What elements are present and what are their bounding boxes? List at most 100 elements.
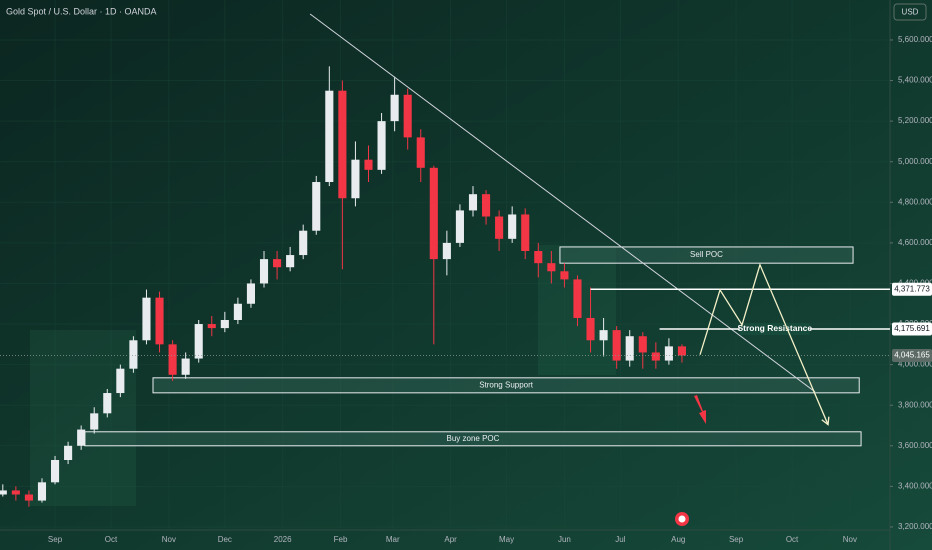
candle-body: [50, 459, 60, 483]
candle-body: [481, 194, 491, 217]
candle-body: [390, 94, 399, 122]
level-text-bg: [739, 322, 810, 335]
candle-body: [312, 182, 321, 231]
last-price-label: 4,045.165: [894, 351, 930, 360]
candle-body: [64, 445, 73, 460]
candle-body: [521, 214, 530, 251]
candle-body: [246, 283, 256, 304]
x-tick-label: Oct: [105, 535, 118, 544]
candle-body: [442, 242, 451, 260]
y-tick-label: 3,600.000: [898, 441, 932, 450]
x-tick-label: Nov: [843, 535, 857, 544]
y-tick-label: 5,200.000: [898, 116, 932, 125]
candle-body: [207, 324, 216, 329]
candle-body: [364, 159, 373, 170]
x-tick-label: Dec: [218, 535, 232, 544]
candle-body: [37, 482, 47, 501]
candle-body: [103, 393, 112, 414]
candle-body: [0, 490, 7, 495]
price-label-box: [892, 322, 932, 336]
x-tick-label: Mar: [386, 535, 400, 544]
candle-body: [599, 330, 608, 341]
candle-body: [638, 336, 647, 353]
red-arrow-shape: [694, 395, 706, 424]
candle-body: [351, 159, 360, 199]
candle-body: [495, 216, 504, 239]
red-arrow: [694, 395, 706, 424]
x-tick-label: Aug: [671, 535, 685, 544]
candle-body: [273, 259, 282, 268]
x-tick-label: Jun: [558, 535, 571, 544]
candle-body: [377, 121, 386, 170]
y-tick-label: 5,600.000: [898, 35, 932, 44]
candle-body: [116, 368, 125, 394]
y-tick-label: 3,200.000: [898, 522, 932, 531]
candle-body: [612, 330, 621, 361]
candle-body: [220, 319, 229, 329]
candle-body: [286, 255, 295, 268]
y-tick-label: 5,000.000: [898, 157, 932, 166]
x-tick-label: 2026: [274, 535, 292, 544]
zone-label: Buy zone POC: [447, 434, 500, 443]
candle-body: [168, 344, 177, 375]
candle-body: [625, 336, 634, 361]
candle-body: [651, 352, 660, 361]
x-tick-label: Sep: [48, 535, 63, 544]
candle-body: [299, 230, 308, 256]
x-tick-label: May: [499, 535, 514, 544]
y-tick-label: 5,400.000: [898, 76, 932, 85]
candle-body: [233, 303, 242, 320]
candle-body: [338, 90, 347, 199]
candle-body: [468, 194, 478, 211]
y-tick-label: 4,000.000: [898, 360, 932, 369]
last-price-box: [892, 348, 932, 362]
chart-title: Gold Spot / U.S. Dollar · 1D · OANDA: [6, 6, 157, 16]
candle-body: [560, 271, 569, 280]
candle-body: [181, 358, 190, 375]
zone-label: Strong Support: [479, 380, 534, 389]
price-label: 4,371.773: [894, 284, 930, 293]
zone-label: Sell POC: [690, 250, 723, 259]
zone: [152, 377, 860, 394]
x-tick-label: Jul: [615, 535, 625, 544]
x-tick-label: Nov: [162, 535, 176, 544]
x-tick-label: Sep: [729, 535, 744, 544]
candle-body: [11, 490, 20, 495]
candle-body: [325, 90, 334, 183]
candle-body: [77, 429, 86, 446]
candle-body: [155, 297, 164, 345]
candle-body: [677, 346, 687, 356]
projection-arrowhead: [821, 416, 830, 426]
y-tick-label: 3,400.000: [898, 481, 932, 490]
projection-path: [699, 262, 829, 425]
candle-body: [416, 137, 425, 168]
candle-body: [455, 210, 464, 243]
x-tick-label: Apr: [444, 535, 457, 544]
candle-body: [508, 214, 517, 239]
candle-body: [129, 340, 138, 369]
candle-body: [142, 297, 151, 341]
price-label: 4,175.691: [894, 324, 930, 333]
candle-body: [547, 263, 556, 272]
candle-body: [403, 94, 412, 138]
candle-body: [24, 494, 33, 501]
price-label-box: [892, 282, 932, 296]
candle-body: [259, 259, 269, 284]
x-tick-label: Oct: [786, 535, 799, 544]
y-tick-label: 4,600.000: [898, 238, 932, 247]
zone: [559, 246, 854, 264]
candle-body: [90, 413, 99, 430]
candle-body: [586, 317, 595, 341]
level-text: Strong Resistance: [737, 323, 812, 333]
candle-body: [534, 250, 543, 264]
event-icon-center: [678, 515, 686, 523]
y-tick-label: 3,800.000: [898, 400, 932, 409]
candle-body: [194, 324, 203, 359]
volume-profile-area: [30, 330, 136, 506]
currency-box[interactable]: [893, 3, 927, 21]
candle-body: [573, 279, 582, 318]
candle-body: [429, 167, 438, 260]
